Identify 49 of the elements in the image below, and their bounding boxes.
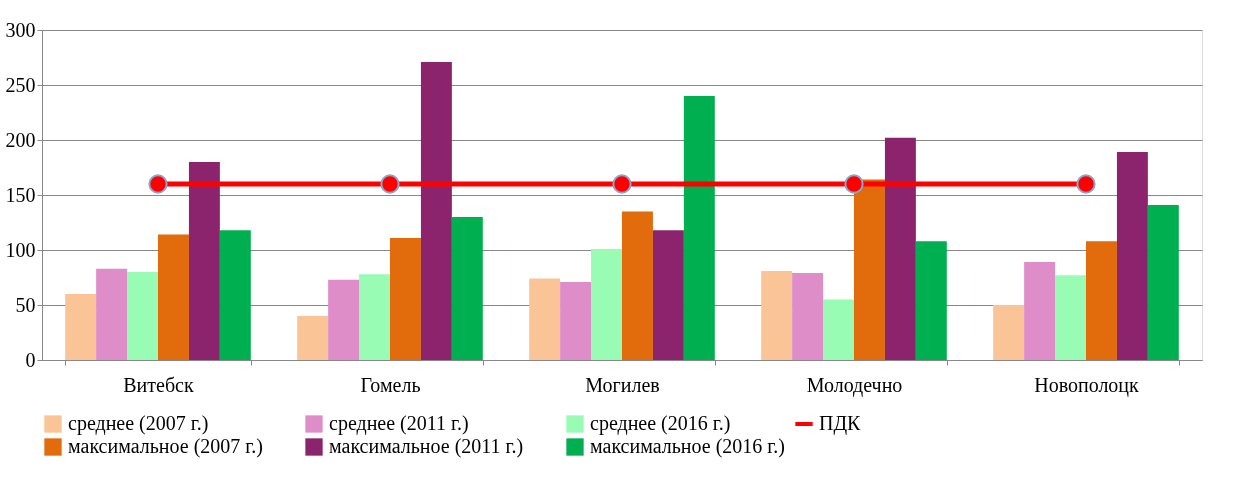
bar bbox=[65, 294, 97, 360]
y-tick-label: 200 bbox=[5, 128, 36, 151]
legend-label: ПДК bbox=[819, 412, 862, 435]
y-tick-label: 100 bbox=[5, 238, 36, 261]
y-tick-label: 0 bbox=[25, 348, 36, 371]
bar bbox=[219, 230, 251, 360]
bar bbox=[761, 270, 793, 360]
bar bbox=[158, 234, 189, 360]
bar bbox=[993, 305, 1025, 360]
x-tick-label: Молодечно bbox=[806, 373, 903, 397]
bar bbox=[823, 299, 854, 360]
bar bbox=[529, 278, 561, 360]
y-tick-label: 300 bbox=[5, 18, 36, 41]
legend-label: среднее (2016 г.) bbox=[590, 412, 731, 435]
bar bbox=[328, 279, 360, 360]
x-tick-label: Новополоцк bbox=[1034, 373, 1140, 397]
y-tick-label: 250 bbox=[5, 73, 36, 96]
legend-label: максимальное (2011 г.) bbox=[329, 435, 524, 458]
bar bbox=[127, 272, 158, 360]
bar bbox=[359, 274, 390, 360]
x-tick-label: Витебск bbox=[123, 373, 194, 396]
bar bbox=[560, 281, 592, 360]
legend-label: максимальное (2016 г.) bbox=[590, 435, 785, 458]
x-tick-label: Могилев bbox=[585, 373, 660, 396]
bar bbox=[96, 268, 128, 360]
bar bbox=[451, 217, 483, 360]
bar bbox=[1086, 241, 1117, 360]
y-tick-label: 150 bbox=[5, 183, 36, 206]
bar bbox=[652, 230, 684, 360]
bar bbox=[792, 273, 824, 360]
bar bbox=[420, 61, 452, 360]
legend-label: среднее (2011 г.) bbox=[329, 412, 469, 435]
bar bbox=[884, 137, 916, 360]
bar bbox=[1116, 152, 1148, 360]
bar bbox=[1147, 204, 1179, 360]
y-tick-label: 50 bbox=[15, 293, 36, 316]
x-tick-label: Гомель bbox=[360, 373, 421, 396]
bar bbox=[188, 162, 220, 360]
bar bbox=[683, 96, 715, 360]
bar bbox=[622, 211, 653, 360]
bar bbox=[1055, 275, 1086, 360]
bar bbox=[915, 241, 947, 360]
legend-label: максимальное (2007 г.) bbox=[68, 435, 263, 458]
bar bbox=[297, 316, 329, 360]
bar bbox=[390, 237, 421, 360]
legend-label: среднее (2007 г.) bbox=[68, 412, 209, 435]
bar bbox=[1024, 262, 1056, 360]
bar bbox=[854, 179, 885, 360]
bar bbox=[591, 248, 622, 360]
